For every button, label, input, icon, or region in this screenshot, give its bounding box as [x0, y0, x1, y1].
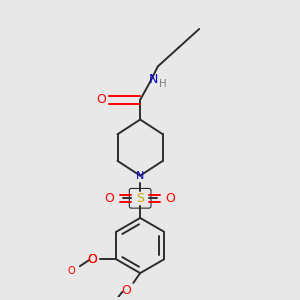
Text: N: N [148, 73, 158, 86]
Text: H: H [159, 79, 167, 89]
Text: O: O [96, 93, 106, 106]
Text: O: O [105, 192, 115, 205]
Text: N: N [136, 171, 144, 181]
FancyBboxPatch shape [129, 188, 151, 208]
Text: O: O [166, 192, 176, 205]
Text: O: O [122, 284, 131, 297]
Text: S: S [136, 192, 144, 205]
Text: O: O [67, 266, 75, 276]
Text: O: O [88, 253, 98, 266]
Text: O: O [88, 253, 98, 266]
